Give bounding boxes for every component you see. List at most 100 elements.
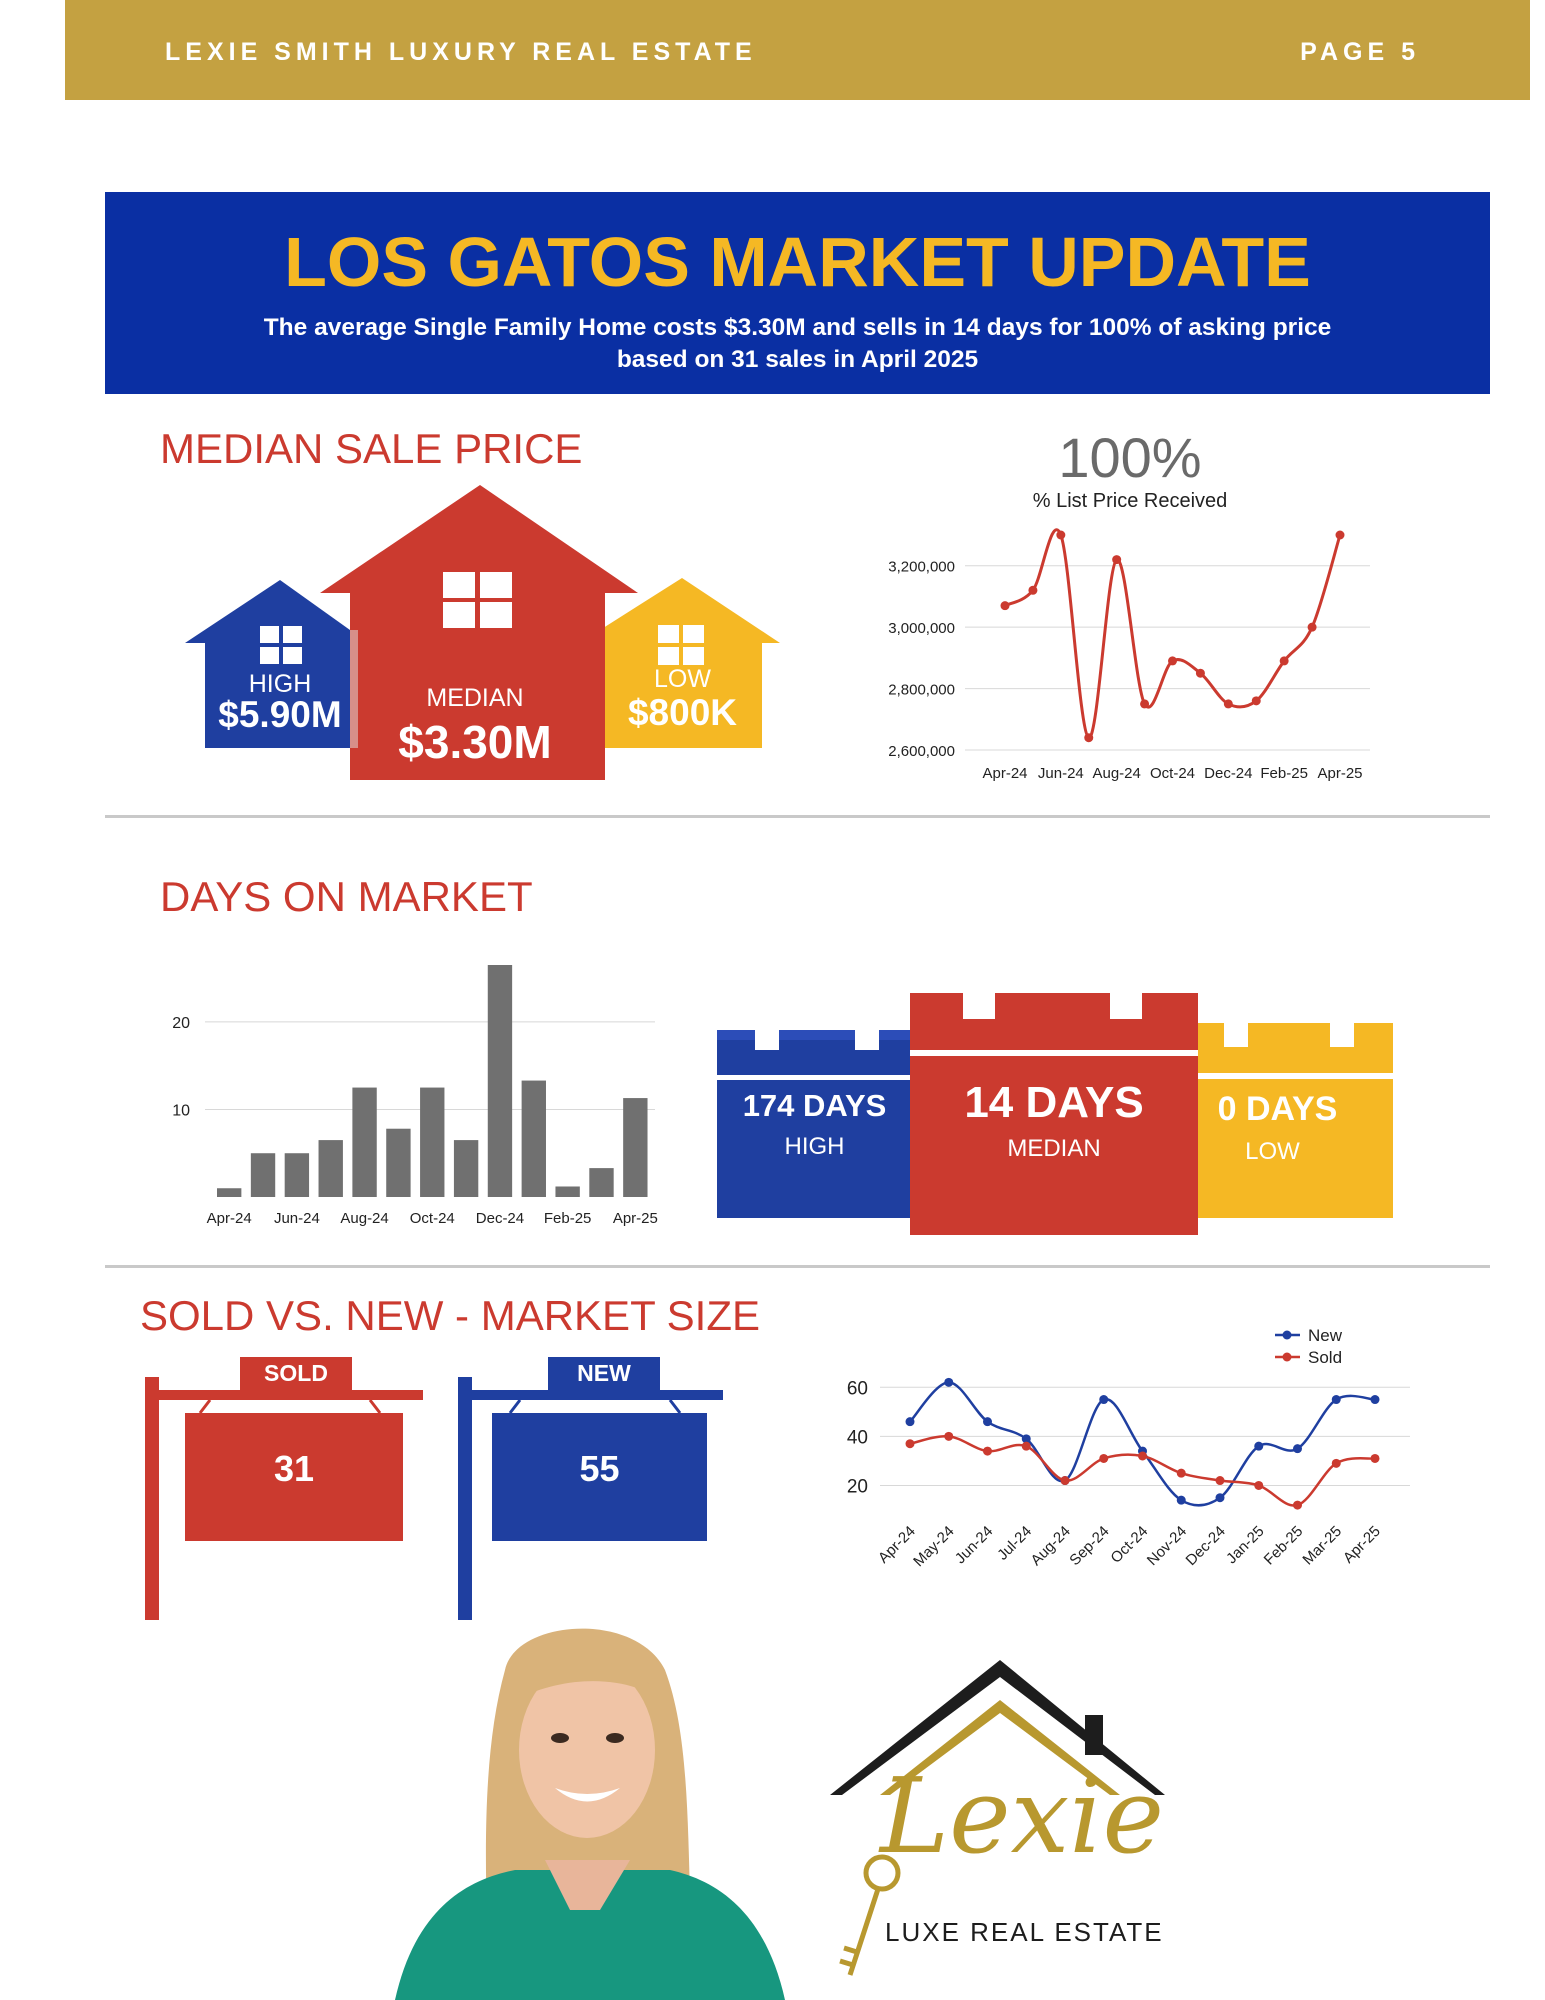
data-point-new — [1370, 1395, 1380, 1405]
median-price-line-chart: 2,600,000 2,800,000 3,000,000 3,200,000 Apr-… — [888, 528, 1370, 782]
sold-sign-label: SOLD — [264, 1360, 328, 1386]
list-price-pct-label: % List Price Received — [1032, 490, 1228, 512]
price-data-point — [1112, 555, 1122, 565]
x-tick-label: Apr-25 — [1340, 1523, 1384, 1567]
x-tick-label: Feb-25 — [544, 1210, 592, 1227]
section-divider-2 — [105, 1265, 1490, 1268]
data-point-sold — [1215, 1476, 1225, 1486]
section-divider-1 — [105, 815, 1490, 818]
x-tick-label: Nov-24 — [1144, 1523, 1190, 1569]
dom-bar — [250, 1153, 276, 1197]
logo-script: Lexie — [880, 1755, 1165, 1877]
x-tick-label: Feb-25 — [1261, 1523, 1307, 1569]
new-sign-icon — [458, 1357, 723, 1620]
dom-bar — [623, 1098, 648, 1197]
dom-bar — [284, 1153, 310, 1197]
x-tick-label: Dec-24 — [1204, 765, 1252, 782]
low-house-window-icon — [658, 625, 704, 665]
header-bar: LEXIE SMITH LUXURY REAL ESTATE PAGE 5 — [65, 0, 1530, 100]
data-point-sold — [983, 1446, 992, 1456]
data-point-sold — [1176, 1468, 1186, 1478]
x-tick-label: Jan-25 — [1223, 1523, 1267, 1567]
data-point-new — [983, 1417, 992, 1427]
median-price-label: MEDIAN — [426, 684, 524, 712]
price-data-point — [1056, 530, 1066, 540]
high-price-label: HIGH — [248, 670, 312, 698]
brand-name: LEXIE SMITH LUXURY REAL ESTATE — [165, 38, 757, 66]
days-on-market-bar-chart: 10 20 Apr-24 Jun-24 Aug-24 Oct-24 Dec-24 Feb-25… — [172, 965, 658, 1227]
high-price-value: $5.90M — [218, 694, 342, 735]
data-point-sold — [1331, 1458, 1341, 1468]
legend-label-new: New — [1308, 1326, 1343, 1345]
x-tick-label: Sep-24 — [1066, 1523, 1112, 1569]
y-tick-label: 60 — [847, 1378, 868, 1399]
price-data-point — [1084, 733, 1094, 743]
median-days-value: 14 DAYS — [964, 1078, 1144, 1127]
dom-bar — [589, 1168, 614, 1197]
key-icon — [839, 1854, 901, 1976]
data-point-sold — [1021, 1441, 1031, 1451]
low-days-value: 0 DAYS — [1217, 1090, 1338, 1128]
data-point-sold — [1293, 1500, 1302, 1510]
sold-vs-new-line-chart: 204060Apr-24May-24Jun-24Jul-24Aug-24Sep-… — [847, 1326, 1410, 1570]
legend-marker-new — [1282, 1330, 1292, 1340]
series-line-new — [909, 1381, 1376, 1507]
data-point-sold — [1138, 1451, 1147, 1461]
median-price-value: $3.30M — [398, 716, 552, 768]
x-tick-label: Oct-24 — [1150, 765, 1195, 782]
data-point-new — [944, 1377, 954, 1387]
data-point-sold — [944, 1431, 954, 1441]
x-tick-label: Apr-24 — [207, 1210, 252, 1227]
sold-count-value: 31 — [273, 1448, 315, 1489]
median-house-icon — [320, 485, 638, 780]
median-house-window-icon — [443, 572, 512, 628]
market-size-title: SOLD VS. NEW - MARKET SIZE — [140, 1292, 760, 1339]
price-data-point — [1195, 668, 1205, 678]
price-data-point — [1279, 656, 1289, 666]
x-tick-label: Mar-25 — [1299, 1523, 1345, 1569]
banner-subtitle: The average Single Family Home costs $3.… — [105, 312, 1490, 376]
dom-bar — [352, 1087, 377, 1197]
y-tick-label: 20 — [847, 1476, 868, 1497]
new-count-value: 55 — [579, 1448, 620, 1489]
high-days-label: HIGH — [784, 1133, 845, 1160]
data-point-sold — [1099, 1453, 1109, 1463]
price-data-point — [1168, 656, 1177, 666]
x-tick-label: Apr-25 — [1317, 765, 1362, 782]
price-data-point — [1307, 622, 1317, 632]
low-days-calendar-icon — [1195, 1017, 1393, 1218]
market-banner: LOS GATOS MARKET UPDATE The average Sing… — [105, 192, 1490, 394]
price-data-point — [1335, 530, 1345, 540]
price-data-point — [1251, 696, 1261, 706]
x-tick-label: Apr-24 — [982, 765, 1027, 782]
new-sign-label: NEW — [577, 1360, 631, 1386]
sold-new-signs-graphic — [145, 1357, 723, 1620]
dom-bar — [217, 1188, 242, 1197]
data-point-new — [1331, 1395, 1341, 1405]
price-series-line — [1004, 528, 1342, 740]
sold-sign-icon — [145, 1357, 423, 1620]
dom-bar — [487, 965, 513, 1197]
y-tick-label: 2,600,000 — [888, 743, 955, 760]
dom-bar — [386, 1128, 411, 1197]
y-tick-label: 2,800,000 — [888, 682, 955, 699]
price-data-point — [1028, 585, 1038, 595]
legend-marker-sold — [1282, 1352, 1292, 1362]
days-on-market-title: DAYS ON MARKET — [160, 873, 533, 920]
legend-label-sold: Sold — [1308, 1348, 1342, 1367]
data-point-new — [1254, 1441, 1264, 1451]
high-days-calendar-icon — [717, 1022, 912, 1218]
data-point-sold — [1254, 1480, 1264, 1490]
x-tick-label: Oct-24 — [410, 1210, 455, 1227]
low-days-label: LOW — [1245, 1138, 1300, 1165]
x-tick-label: Dec-24 — [476, 1210, 524, 1227]
price-data-point — [1223, 699, 1233, 709]
price-data-point — [1140, 699, 1150, 709]
data-point-new — [1099, 1395, 1109, 1405]
x-tick-label: Jun-24 — [1038, 765, 1084, 782]
data-point-new — [1293, 1444, 1302, 1454]
x-tick-label: Aug-24 — [1092, 765, 1140, 782]
median-days-label: MEDIAN — [1007, 1135, 1101, 1162]
data-point-new — [905, 1417, 915, 1427]
y-tick-label: 3,200,000 — [888, 559, 955, 576]
